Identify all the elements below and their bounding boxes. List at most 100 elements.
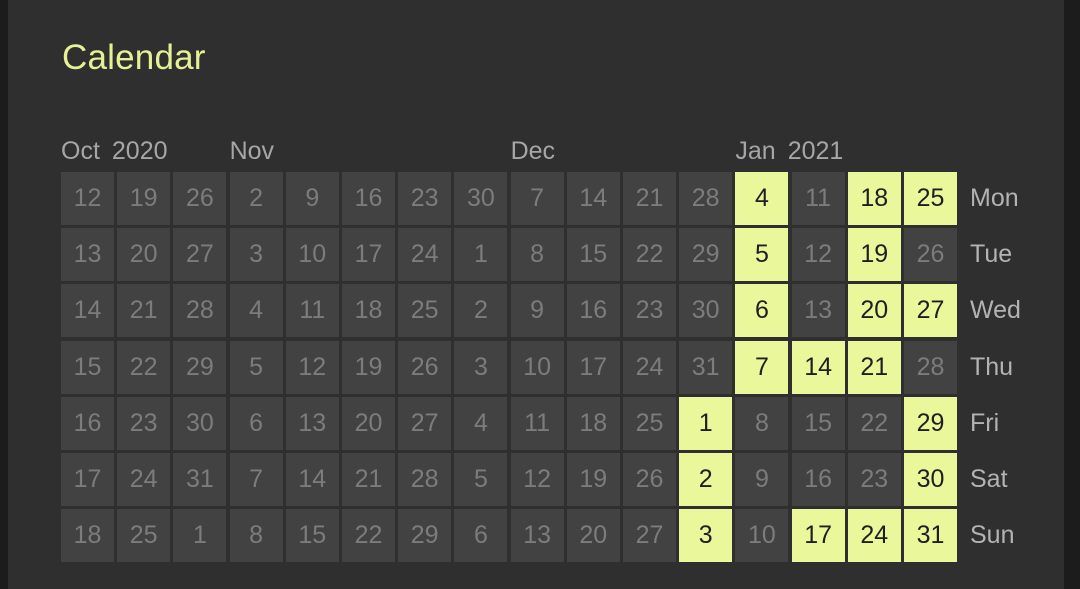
- day-cell[interactable]: 8: [229, 509, 283, 563]
- day-cell[interactable]: 22: [342, 509, 395, 563]
- day-cell[interactable]: 29: [398, 509, 452, 563]
- day-cell[interactable]: 10: [510, 340, 564, 394]
- day-cell[interactable]: 24: [398, 228, 452, 282]
- day-cell[interactable]: 16: [566, 284, 620, 338]
- day-cell[interactable]: 7: [229, 453, 283, 506]
- day-cell[interactable]: 13: [285, 396, 339, 450]
- day-cell[interactable]: 11: [510, 396, 564, 450]
- day-cell[interactable]: 14: [791, 340, 845, 394]
- day-cell[interactable]: 18: [847, 172, 901, 225]
- day-cell[interactable]: 2: [679, 453, 733, 506]
- day-cell[interactable]: 30: [454, 172, 508, 225]
- day-cell[interactable]: 27: [173, 228, 227, 282]
- day-cell[interactable]: 18: [566, 396, 620, 450]
- day-cell[interactable]: 4: [229, 284, 283, 338]
- day-cell[interactable]: 11: [791, 172, 845, 225]
- day-cell[interactable]: 29: [173, 340, 227, 394]
- day-cell[interactable]: 25: [904, 172, 957, 225]
- day-cell[interactable]: 14: [566, 172, 620, 225]
- day-cell[interactable]: 27: [398, 396, 452, 450]
- day-cell[interactable]: 8: [510, 228, 564, 282]
- day-cell[interactable]: 23: [117, 396, 171, 450]
- day-cell[interactable]: 13: [510, 509, 564, 563]
- day-cell[interactable]: 12: [285, 340, 339, 394]
- day-cell[interactable]: 5: [229, 340, 283, 394]
- day-cell[interactable]: 8: [735, 396, 789, 450]
- day-cell[interactable]: 23: [623, 284, 676, 338]
- day-cell[interactable]: 24: [623, 340, 676, 394]
- day-cell[interactable]: 2: [454, 284, 508, 338]
- day-cell[interactable]: 3: [679, 509, 733, 563]
- day-cell[interactable]: 27: [623, 509, 676, 563]
- day-cell[interactable]: 13: [61, 228, 114, 282]
- day-cell[interactable]: 3: [229, 228, 283, 282]
- day-cell[interactable]: 15: [285, 509, 339, 563]
- day-cell[interactable]: 22: [847, 396, 901, 450]
- day-cell[interactable]: 17: [61, 453, 114, 506]
- day-cell[interactable]: 18: [342, 284, 395, 338]
- day-cell[interactable]: 6: [454, 509, 508, 563]
- day-cell[interactable]: 12: [61, 172, 114, 225]
- day-cell[interactable]: 28: [398, 453, 452, 506]
- day-cell[interactable]: 28: [173, 284, 227, 338]
- day-cell[interactable]: 31: [679, 340, 733, 394]
- day-cell[interactable]: 6: [229, 396, 283, 450]
- day-cell[interactable]: 30: [904, 453, 957, 506]
- day-cell[interactable]: 6: [735, 284, 789, 338]
- day-cell[interactable]: 2: [229, 172, 283, 225]
- day-cell[interactable]: 17: [566, 340, 620, 394]
- day-cell[interactable]: 19: [117, 172, 171, 225]
- day-cell[interactable]: 20: [566, 509, 620, 563]
- day-cell[interactable]: 30: [679, 284, 733, 338]
- day-cell[interactable]: 27: [904, 284, 957, 338]
- day-cell[interactable]: 26: [173, 172, 227, 225]
- day-cell[interactable]: 21: [342, 453, 395, 506]
- day-cell[interactable]: 7: [510, 172, 564, 225]
- day-cell[interactable]: 1: [679, 396, 733, 450]
- day-cell[interactable]: 4: [454, 396, 508, 450]
- day-cell[interactable]: 1: [173, 509, 227, 563]
- day-cell[interactable]: 7: [735, 340, 789, 394]
- day-cell[interactable]: 20: [342, 396, 395, 450]
- day-cell[interactable]: 21: [623, 172, 676, 225]
- day-cell[interactable]: 24: [847, 509, 901, 563]
- day-cell[interactable]: 19: [566, 453, 620, 506]
- day-cell[interactable]: 12: [791, 228, 845, 282]
- day-cell[interactable]: 15: [791, 396, 845, 450]
- day-cell[interactable]: 29: [904, 396, 957, 450]
- day-cell[interactable]: 31: [904, 509, 957, 563]
- day-cell[interactable]: 28: [904, 340, 957, 394]
- day-cell[interactable]: 15: [61, 340, 114, 394]
- day-cell[interactable]: 9: [285, 172, 339, 225]
- day-cell[interactable]: 21: [847, 340, 901, 394]
- day-cell[interactable]: 16: [791, 453, 845, 506]
- day-cell[interactable]: 18: [61, 509, 114, 563]
- day-cell[interactable]: 20: [847, 284, 901, 338]
- day-cell[interactable]: 19: [847, 228, 901, 282]
- day-cell[interactable]: 23: [398, 172, 452, 225]
- day-cell[interactable]: 5: [454, 453, 508, 506]
- day-cell[interactable]: 11: [285, 284, 339, 338]
- day-cell[interactable]: 5: [735, 228, 789, 282]
- day-cell[interactable]: 25: [398, 284, 452, 338]
- day-cell[interactable]: 22: [623, 228, 676, 282]
- day-cell[interactable]: 30: [173, 396, 227, 450]
- day-cell[interactable]: 9: [510, 284, 564, 338]
- day-cell[interactable]: 14: [285, 453, 339, 506]
- day-cell[interactable]: 9: [735, 453, 789, 506]
- day-cell[interactable]: 16: [342, 172, 395, 225]
- day-cell[interactable]: 25: [623, 396, 676, 450]
- day-cell[interactable]: 4: [735, 172, 789, 225]
- day-cell[interactable]: 13: [791, 284, 845, 338]
- day-cell[interactable]: 10: [285, 228, 339, 282]
- day-cell[interactable]: 15: [566, 228, 620, 282]
- day-cell[interactable]: 1: [454, 228, 508, 282]
- day-cell[interactable]: 10: [735, 509, 789, 563]
- day-cell[interactable]: 26: [398, 340, 452, 394]
- day-cell[interactable]: 16: [61, 396, 114, 450]
- day-cell[interactable]: 20: [117, 228, 171, 282]
- day-cell[interactable]: 23: [847, 453, 901, 506]
- day-cell[interactable]: 24: [117, 453, 171, 506]
- day-cell[interactable]: 26: [623, 453, 676, 506]
- day-cell[interactable]: 28: [679, 172, 733, 225]
